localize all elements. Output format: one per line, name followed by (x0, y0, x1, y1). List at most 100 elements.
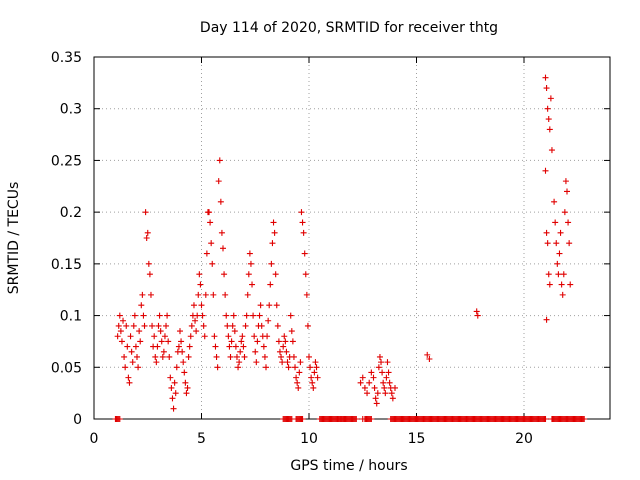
data-point (542, 167, 549, 174)
y-tick-label: 0.35 (51, 50, 82, 66)
data-point (557, 229, 564, 236)
x-tick-label: 0 (90, 431, 99, 447)
data-point (388, 390, 395, 397)
data-point (313, 364, 320, 371)
data-point (152, 353, 159, 360)
data-point (386, 379, 393, 386)
data-point (224, 322, 231, 329)
data-point (561, 209, 568, 216)
data-point (285, 364, 292, 371)
data-point (304, 322, 311, 329)
data-point (299, 219, 306, 226)
data-point (310, 384, 317, 391)
data-point (236, 359, 243, 366)
data-point (144, 229, 151, 236)
data-point (157, 328, 164, 335)
data-point (281, 333, 288, 340)
data-point (553, 240, 560, 247)
data-point (290, 353, 297, 360)
zero-point (542, 416, 549, 422)
data-point (230, 312, 237, 319)
data-point (184, 384, 191, 391)
data-point (190, 302, 197, 309)
y-tick-label: 0.2 (60, 205, 82, 221)
data-point (554, 260, 561, 267)
data-point (146, 271, 153, 278)
data-point (215, 178, 222, 185)
data-point (278, 353, 285, 360)
data-point (273, 302, 280, 309)
data-point (112, 416, 119, 422)
data-point (216, 157, 223, 164)
grid-layer (94, 57, 610, 419)
data-point (209, 260, 216, 267)
data-point (279, 359, 286, 366)
data-point (118, 338, 125, 345)
data-point (135, 364, 142, 371)
data-point (379, 369, 386, 376)
data-point (544, 105, 551, 112)
data-point (312, 359, 319, 366)
data-point (546, 126, 553, 133)
data-point (156, 312, 163, 319)
data-point (545, 271, 552, 278)
data-point (241, 353, 248, 360)
data-point (167, 374, 174, 381)
data-point (560, 271, 567, 278)
data-point (270, 219, 277, 226)
x-axis-label: GPS time / hours (290, 458, 407, 474)
data-point (242, 322, 249, 329)
data-point (296, 369, 303, 376)
data-point (116, 312, 123, 319)
data-point (556, 250, 563, 257)
data-point (289, 338, 296, 345)
data-point (250, 312, 257, 319)
data-point (120, 317, 127, 324)
data-point (137, 338, 144, 345)
data-point (212, 343, 219, 350)
data-point (357, 379, 364, 386)
data-point (372, 395, 379, 402)
data-point (168, 384, 175, 391)
data-point (147, 291, 154, 298)
data-point (247, 260, 254, 267)
data-point (543, 316, 550, 323)
y-tick-label: 0 (73, 412, 82, 428)
data-point (381, 384, 388, 391)
data-point (392, 384, 398, 391)
data-point (474, 312, 481, 319)
data-point (128, 348, 135, 355)
data-point (361, 384, 368, 391)
data-point (260, 343, 267, 350)
data-point (303, 291, 310, 298)
data-point (177, 328, 183, 335)
data-point (187, 333, 194, 340)
data-point (327, 416, 334, 422)
data-point (197, 281, 204, 288)
data-point (385, 369, 392, 376)
data-points (112, 74, 588, 422)
data-point (309, 379, 316, 386)
data-point (566, 240, 573, 247)
data-point (251, 333, 258, 340)
data-point (134, 353, 140, 360)
data-point (376, 353, 383, 360)
data-point (199, 312, 206, 319)
data-point (364, 390, 371, 397)
data-point (311, 369, 318, 376)
data-point (195, 291, 202, 298)
data-point (318, 416, 325, 422)
data-point (349, 416, 355, 422)
plot-frame (93, 56, 611, 420)
data-point (254, 338, 261, 345)
data-point (297, 359, 304, 366)
y-tick-label: 0.25 (51, 153, 82, 169)
data-point (218, 229, 225, 236)
data-point (210, 291, 217, 298)
data-point (127, 333, 134, 340)
data-point (214, 364, 221, 371)
data-point (375, 364, 382, 371)
data-point (132, 343, 139, 350)
data-point (565, 219, 572, 226)
data-point (220, 245, 226, 252)
